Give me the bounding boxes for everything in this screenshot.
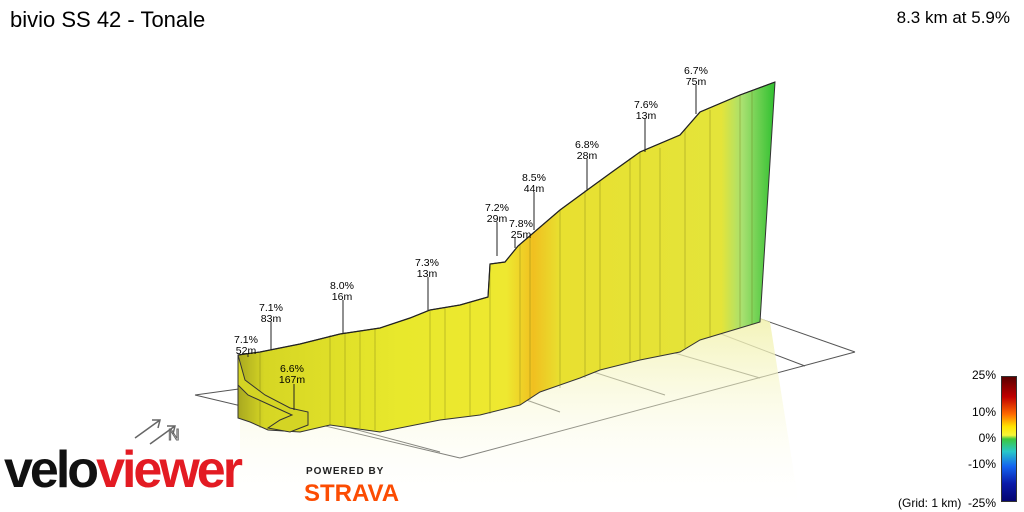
segment-elevation-label: 52m [236,345,257,357]
svg-text:N: N [168,427,180,444]
segment-elevation-label: 28m [577,150,598,162]
wall-stripes [259,90,753,430]
segment-gradient-label: 7.3% [415,257,439,269]
segment-gradient-label: 7.1% [234,334,258,346]
segment-markers: 7.1%52m7.1%83m6.6%167m8.0%16m7.3%13m7.2%… [234,65,708,410]
colorbar-tick: 0% [978,431,996,445]
grid-note: (Grid: 1 km) [898,496,962,510]
strava-logo: STRAVA [304,480,400,507]
segment-elevation-label: 13m [417,268,438,280]
segment-gradient-label: 6.8% [575,139,599,151]
segment-gradient-label: 7.6% [634,99,658,111]
segment-elevation-label: 25m [511,229,532,241]
segment-elevation-label: 83m [261,313,282,325]
gradient-colorbar [1001,376,1017,502]
colorbar-tick: -25% [967,496,996,510]
climb-summary: 8.3 km at 5.9% [896,8,1010,27]
colorbar-tick: -10% [967,457,996,471]
segment-gradient-label: 7.2% [485,202,509,214]
segment-elevation-label: 16m [332,291,353,303]
segment-gradient-label: 8.0% [330,280,354,292]
veloviewer-logo: veloviewer [4,441,243,499]
colorbar-tick: 25% [971,368,996,382]
segment-elevation-label: 167m [279,374,306,386]
segment-elevation-label: 75m [686,76,707,88]
segment-gradient-label: 8.5% [522,172,546,184]
segment-gradient-label: 7.8% [509,218,533,230]
segment-gradient-label: 6.6% [280,363,304,375]
colorbar-tick: 10% [971,405,996,419]
powered-by-label: POWERED BY [306,466,385,477]
hairpin-loop [237,354,309,433]
segment-elevation-label: 13m [636,110,657,122]
profile-reflection [240,318,800,512]
segment-elevation-label: 29m [487,213,508,225]
segment-elevation-label: 44m [524,183,545,195]
grid-line [757,317,856,353]
segment-gradient-label: 7.1% [259,302,283,314]
chart-title: bivio SS 42 - Tonale [10,7,206,32]
north-arrow-icon: N [134,419,180,445]
profile-crest [237,81,776,356]
segment-gradient-label: 6.7% [684,65,708,77]
